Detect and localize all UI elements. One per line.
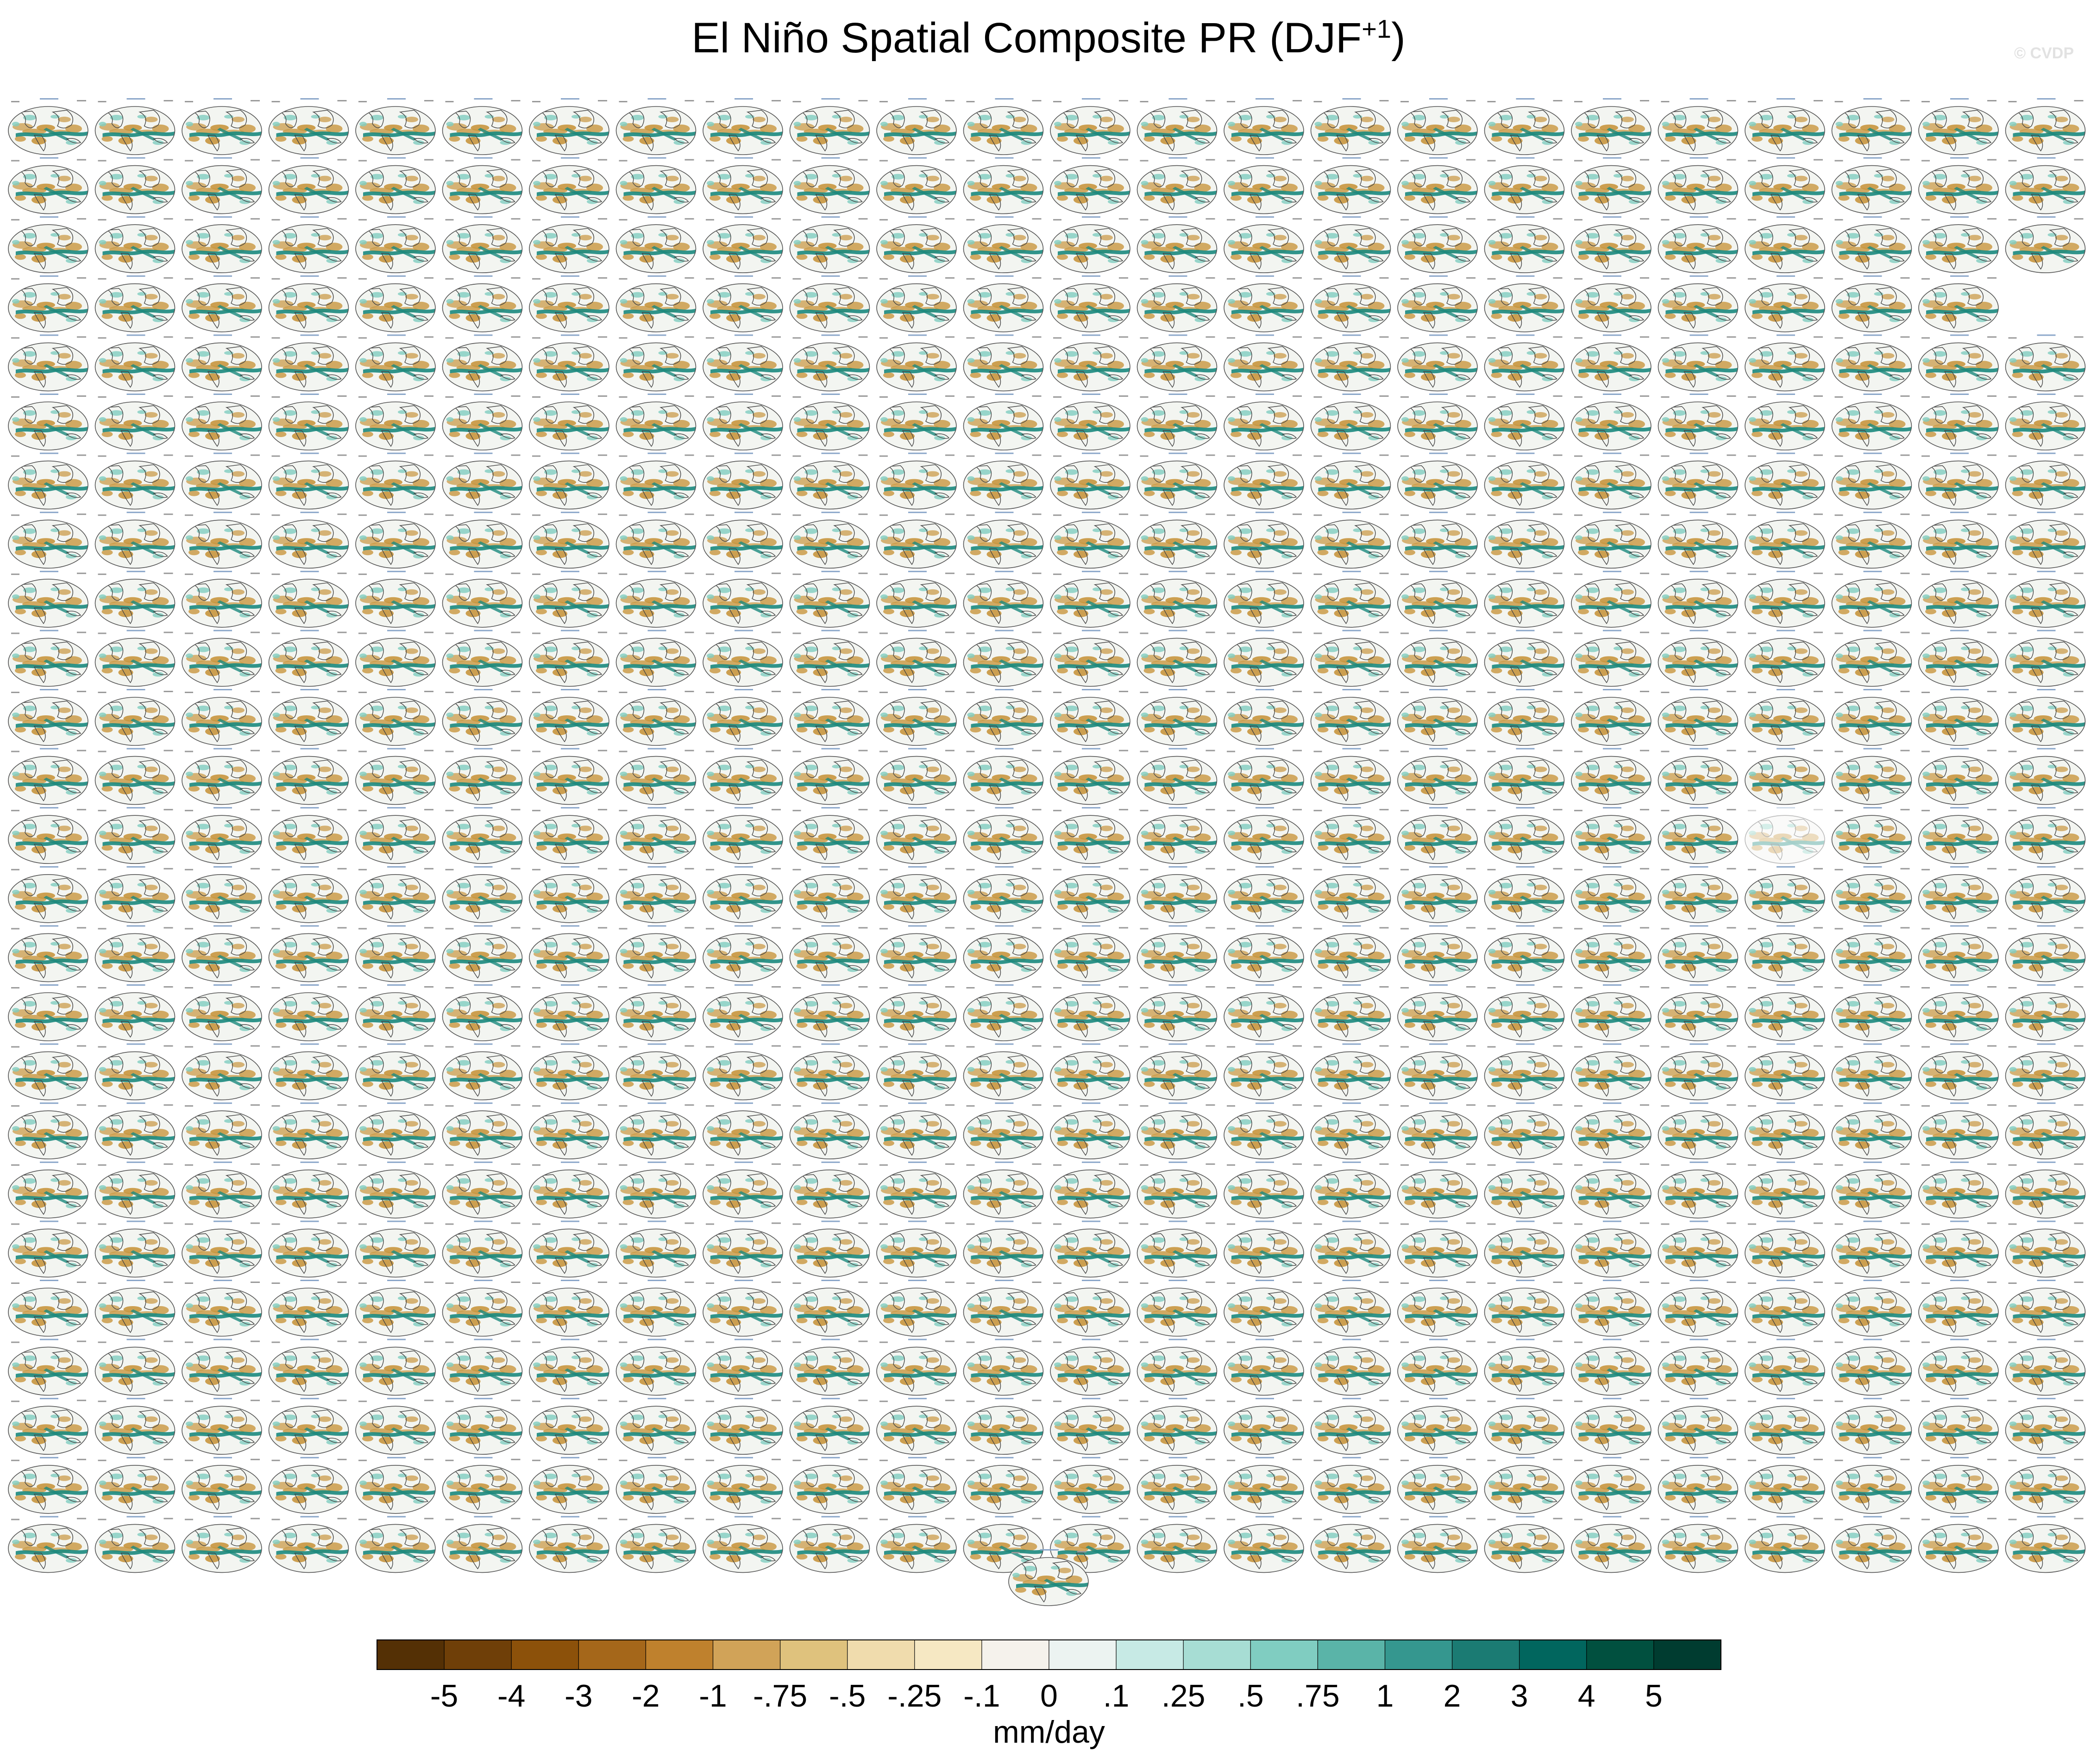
colorbar-tick-label: -5 — [430, 1678, 458, 1714]
colorbar-tick-label: -.1 — [963, 1678, 1000, 1714]
colorbar-tick-label: -.5 — [829, 1678, 866, 1714]
colorbar-swatch — [914, 1640, 982, 1670]
colorbar-swatch — [1586, 1640, 1654, 1670]
colorbar-tick-label: .75 — [1296, 1678, 1340, 1714]
colorbar-swatch — [1385, 1640, 1453, 1670]
colorbar-swatch — [1116, 1640, 1184, 1670]
colorbar-tick-label: -2 — [632, 1678, 659, 1714]
title-close: ) — [1391, 14, 1406, 62]
colorbar-swatch — [1318, 1640, 1385, 1670]
colorbar-swatch — [444, 1640, 512, 1670]
colorbar-swatch — [1183, 1640, 1251, 1670]
colorbar-swatch — [780, 1640, 848, 1670]
title-superscript: +1 — [1362, 14, 1392, 44]
colorbar-swatch — [1049, 1640, 1117, 1670]
colorbar-tick-label: 4 — [1578, 1678, 1595, 1714]
colorbar-swatch — [646, 1640, 713, 1670]
colorbar-swatch — [377, 1640, 445, 1670]
colorbar-tick-label: -3 — [565, 1678, 592, 1714]
colorbar-tick-label: .1 — [1103, 1678, 1130, 1714]
colorbar-tick-label: -.25 — [887, 1678, 942, 1714]
colorbar-tick-label: -4 — [497, 1678, 525, 1714]
colorbar-tick-label: 3 — [1511, 1678, 1528, 1714]
colorbar-swatch — [1653, 1640, 1721, 1670]
chart-title: El Niño Spatial Composite PR (DJF+1) — [0, 14, 2097, 63]
colorbar-units-label: mm/day — [993, 1714, 1105, 1750]
colorbar-tick-label: 2 — [1444, 1678, 1461, 1714]
watermark-logo: © CVDP — [2014, 44, 2074, 62]
colorbar-tick-label: 5 — [1645, 1678, 1663, 1714]
title-main: El Niño Spatial Composite PR (DJF — [691, 14, 1362, 62]
colorbar-tick-label: -1 — [699, 1678, 727, 1714]
colorbar-swatch — [847, 1640, 915, 1670]
colorbar-tick-label: 0 — [1040, 1678, 1058, 1714]
colorbar-tick-label: .25 — [1162, 1678, 1205, 1714]
colorbar-swatch — [578, 1640, 646, 1670]
colorbar-tick-label: .5 — [1237, 1678, 1264, 1714]
colorbar-swatch — [713, 1640, 781, 1670]
colorbar-swatch — [1250, 1640, 1318, 1670]
colorbar-swatch — [981, 1640, 1049, 1670]
colorbar-tick-label: -.75 — [753, 1678, 807, 1714]
colorbar-swatch — [1452, 1640, 1520, 1670]
colorbar-tick-label: 1 — [1376, 1678, 1394, 1714]
colorbar-swatch — [511, 1640, 579, 1670]
colorbar-swatch — [1519, 1640, 1587, 1670]
